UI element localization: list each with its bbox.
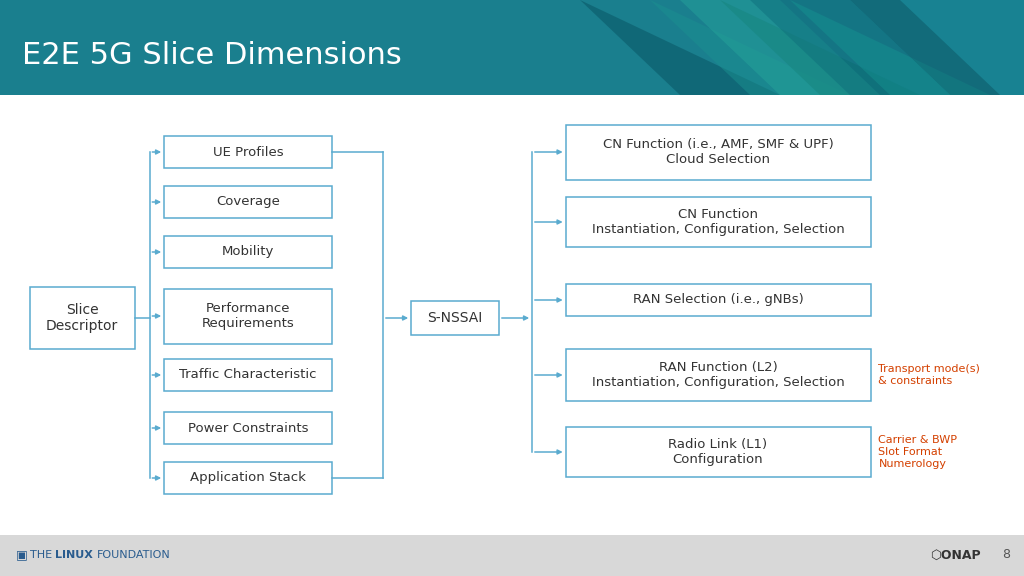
Text: Power Constraints: Power Constraints bbox=[187, 422, 308, 434]
Text: LINUX: LINUX bbox=[55, 550, 93, 560]
FancyBboxPatch shape bbox=[164, 236, 332, 268]
Text: CN Function (i.e., AMF, SMF & UPF)
Cloud Selection: CN Function (i.e., AMF, SMF & UPF) Cloud… bbox=[603, 138, 834, 166]
Text: S-NSSAI: S-NSSAI bbox=[427, 311, 482, 325]
Polygon shape bbox=[650, 0, 850, 95]
FancyBboxPatch shape bbox=[411, 301, 499, 335]
Text: Transport mode(s)
& constraints: Transport mode(s) & constraints bbox=[879, 364, 980, 386]
Text: Radio Link (L1)
Configuration: Radio Link (L1) Configuration bbox=[669, 438, 768, 466]
Text: THE: THE bbox=[30, 550, 55, 560]
FancyBboxPatch shape bbox=[0, 535, 1024, 576]
Text: ⬡ONAP: ⬡ONAP bbox=[930, 548, 981, 562]
FancyBboxPatch shape bbox=[164, 462, 332, 494]
Text: Mobility: Mobility bbox=[222, 245, 274, 259]
Polygon shape bbox=[900, 0, 1024, 95]
Text: CN Function
Instantiation, Configuration, Selection: CN Function Instantiation, Configuration… bbox=[592, 208, 845, 236]
Text: 8: 8 bbox=[1002, 548, 1010, 562]
Text: Coverage: Coverage bbox=[216, 195, 280, 209]
FancyBboxPatch shape bbox=[565, 284, 870, 316]
FancyBboxPatch shape bbox=[565, 427, 870, 477]
Text: Carrier & BWP
Slot Format
Numerology: Carrier & BWP Slot Format Numerology bbox=[879, 435, 957, 469]
Text: E2E 5G Slice Dimensions: E2E 5G Slice Dimensions bbox=[22, 40, 401, 70]
Text: Traffic Characteristic: Traffic Characteristic bbox=[179, 369, 316, 381]
FancyBboxPatch shape bbox=[30, 287, 134, 349]
FancyBboxPatch shape bbox=[0, 0, 1024, 95]
Text: RAN Function (L2)
Instantiation, Configuration, Selection: RAN Function (L2) Instantiation, Configu… bbox=[592, 361, 845, 389]
FancyBboxPatch shape bbox=[164, 289, 332, 343]
Polygon shape bbox=[580, 0, 780, 95]
Text: Slice
Descriptor: Slice Descriptor bbox=[46, 303, 118, 333]
Text: ▣: ▣ bbox=[16, 548, 28, 562]
Text: Application Stack: Application Stack bbox=[190, 472, 306, 484]
FancyBboxPatch shape bbox=[164, 359, 332, 391]
Polygon shape bbox=[720, 0, 920, 95]
FancyBboxPatch shape bbox=[565, 349, 870, 401]
Text: RAN Selection (i.e., gNBs): RAN Selection (i.e., gNBs) bbox=[633, 294, 804, 306]
FancyBboxPatch shape bbox=[164, 412, 332, 444]
Text: UE Profiles: UE Profiles bbox=[213, 146, 284, 158]
Polygon shape bbox=[850, 0, 1024, 95]
Polygon shape bbox=[750, 0, 950, 95]
Polygon shape bbox=[680, 0, 880, 95]
FancyBboxPatch shape bbox=[565, 197, 870, 247]
Text: Performance
Requirements: Performance Requirements bbox=[202, 302, 294, 330]
FancyBboxPatch shape bbox=[164, 136, 332, 168]
Text: FOUNDATION: FOUNDATION bbox=[97, 550, 171, 560]
Polygon shape bbox=[790, 0, 990, 95]
FancyBboxPatch shape bbox=[164, 186, 332, 218]
FancyBboxPatch shape bbox=[565, 124, 870, 180]
